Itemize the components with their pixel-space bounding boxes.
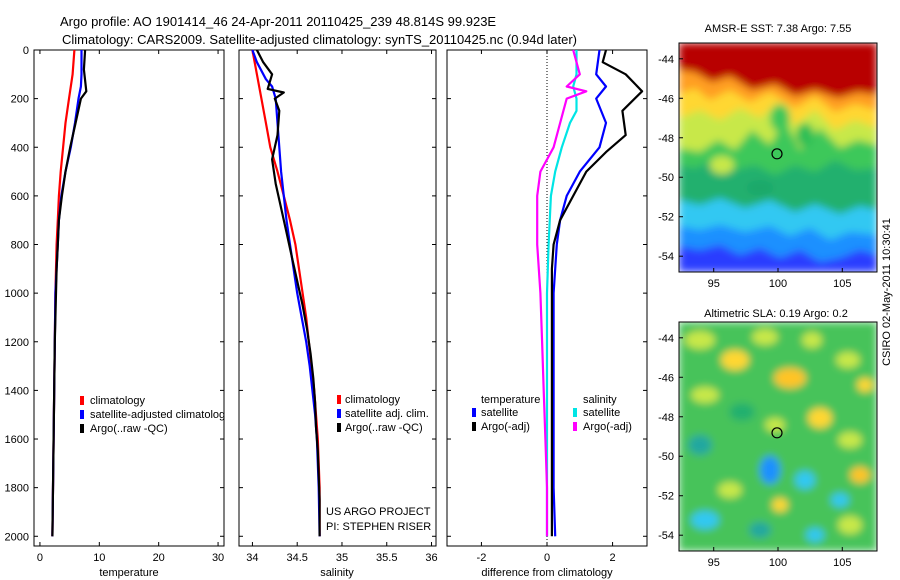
y-tick-label: 1600	[5, 434, 29, 446]
x-tick-label: 35.5	[376, 552, 397, 564]
sla-map-panel: Altimetric SLA: 0.19 Argo: 0.2	[658, 308, 878, 569]
map-y-tick-label: -46	[658, 93, 674, 105]
series-line-temperature-satellite	[552, 49, 608, 537]
map-x-tick-label: 105	[833, 278, 851, 290]
y-tick-label: 1400	[5, 385, 29, 397]
legend-swatch-argo	[80, 424, 84, 433]
map-y-tick-label: -52	[658, 212, 674, 224]
y-tick-label: 0	[23, 45, 29, 57]
y-tick-label: 200	[11, 94, 29, 106]
legend-swatch-sal-satellite	[573, 408, 577, 417]
legend-title-temperature: temperature	[481, 394, 540, 406]
legend-label-argo: Argo(..raw -QC)	[90, 423, 168, 435]
pi-credit: PI: STEPHEN RISER	[326, 521, 431, 533]
x-tick-label: 30	[212, 552, 224, 564]
y-tick-label: 1000	[5, 288, 29, 300]
x-tick-label: 10	[93, 552, 105, 564]
legend-swatch-argo	[337, 423, 341, 432]
legend-label-climatology: climatology	[90, 395, 146, 407]
legend-label-temp-satellite: satellite	[481, 407, 518, 419]
temperature-panel: 0 10 20 30 0 200 400 600 800 1000 1200 1400 1600 1800…	[5, 45, 226, 579]
header-line1: Argo profile: AO 1901414_46 24-Apr-2011 …	[60, 14, 496, 29]
legend-label-argo: Argo(..raw -QC)	[345, 422, 423, 434]
legend-swatch-temp-argo	[472, 422, 476, 431]
project-credit: US ARGO PROJECT	[326, 506, 431, 518]
y-tick-label: 600	[11, 191, 29, 203]
x-tick-label: 20	[153, 552, 165, 564]
legend-swatch-sal-argo	[573, 422, 577, 431]
header-line2: Climatology: CARS2009. Satellite-adjuste…	[62, 32, 577, 47]
difference-xlabel: difference from climatology	[481, 567, 613, 579]
x-tick-label: 34.5	[286, 552, 307, 564]
y-tick-label: 800	[11, 240, 29, 252]
x-tick-label: 2	[610, 552, 616, 564]
map-y-tick-label: -50	[658, 451, 674, 463]
legend-label-temp-argo: Argo(-adj)	[481, 421, 530, 433]
legend-label-satellite: satellite-adjusted climatolog	[90, 409, 225, 421]
map-x-tick-label: 100	[769, 557, 787, 569]
sla-map-title: Altimetric SLA: 0.19 Argo: 0.2	[704, 308, 848, 320]
legend-swatch-climatology	[80, 396, 84, 405]
csiro-timestamp: CSIRO 02-May-2011 10:30:41	[881, 218, 893, 366]
legend-swatch-satellite	[80, 410, 84, 419]
salinity-legend: climatology satellite adj. clim. Argo(..…	[337, 394, 429, 434]
legend-swatch-climatology	[337, 395, 341, 404]
salinity-xlabel: salinity	[320, 567, 354, 579]
salinity-axes-frame	[238, 49, 437, 547]
series-line-temperature-argo-adj	[550, 49, 644, 537]
legend-label-satellite: satellite adj. clim.	[345, 408, 429, 420]
legend-swatch-temp-satellite	[472, 408, 476, 417]
sst-map-panel: AMSR-E SST: 7.38 Argo: 7.55	[658, 23, 878, 290]
temperature-legend: climatology satellite-adjusted climatolo…	[80, 395, 225, 435]
x-tick-label: 0	[37, 552, 43, 564]
y-tick-label: 400	[11, 142, 29, 154]
x-tick-label: 0	[544, 552, 550, 564]
sla-map-field	[679, 322, 877, 551]
series-line-argo-raw-qc	[51, 49, 88, 537]
y-tick-label: 1800	[5, 483, 29, 495]
x-tick-label: -2	[477, 552, 487, 564]
series-line-satellite-adj-clim	[251, 49, 321, 537]
difference-legend: temperature satellite Argo(-adj) salinit…	[472, 394, 632, 433]
argo-location-marker	[771, 427, 783, 439]
temperature-xlabel: temperature	[99, 567, 158, 579]
x-tick-label: 34	[246, 552, 258, 564]
salinity-panel: 34 34.5 35 35.5 36 salinity climatology sate…	[238, 49, 438, 579]
series-line-salinity-argo-adj	[536, 49, 588, 537]
map-x-tick-label: 95	[708, 278, 720, 290]
y-tick-label: 1200	[5, 337, 29, 349]
legend-label-sal-argo: Argo(-adj)	[583, 421, 632, 433]
map-y-tick-label: -54	[658, 251, 674, 263]
map-x-tick-label: 95	[708, 557, 720, 569]
map-x-tick-label: 100	[769, 278, 787, 290]
map-y-tick-label: -48	[658, 412, 674, 424]
legend-label-sal-satellite: satellite	[583, 407, 620, 419]
map-y-tick-label: -54	[658, 530, 674, 542]
temperature-axes-frame	[33, 49, 225, 547]
map-y-tick-label: -44	[658, 333, 674, 345]
map-y-tick-label: -46	[658, 372, 674, 384]
series-line-climatology	[251, 49, 321, 537]
difference-panel: -2 0 2 difference from climatology tempera…	[446, 49, 648, 579]
y-tick-label: 2000	[5, 531, 29, 543]
legend-label-climatology: climatology	[345, 394, 401, 406]
map-y-tick-label: -44	[658, 54, 674, 66]
map-y-tick-label: -52	[658, 491, 674, 503]
x-tick-label: 35	[336, 552, 348, 564]
series-line-argo-raw-qc	[255, 49, 321, 537]
map-y-tick-label: -48	[658, 133, 674, 145]
map-x-tick-label: 105	[833, 557, 851, 569]
x-tick-label: 36	[425, 552, 437, 564]
argo-location-marker	[771, 148, 783, 160]
series-line-salinity-satellite	[545, 50, 578, 537]
legend-title-salinity: salinity	[583, 394, 617, 406]
map-y-tick-label: -50	[658, 172, 674, 184]
sst-map-title: AMSR-E SST: 7.38 Argo: 7.55	[705, 23, 852, 35]
sst-map-field	[679, 43, 877, 272]
legend-swatch-satellite	[337, 409, 341, 418]
